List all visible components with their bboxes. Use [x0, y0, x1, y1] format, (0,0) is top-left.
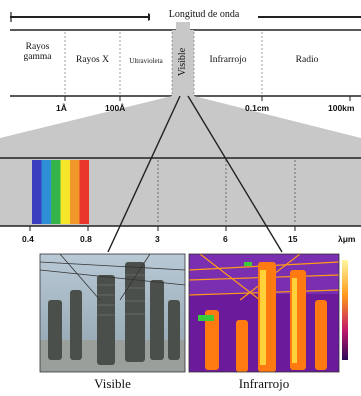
- spectrum-stripe: [41, 160, 51, 224]
- visible-band-tab: [176, 22, 190, 30]
- top-tick-label: 1Å: [56, 103, 67, 113]
- expanded-separators: [157, 160, 296, 224]
- connector-visible: [107, 95, 181, 253]
- visible-spectrum-stripes: [32, 160, 89, 224]
- top-tick-marks: [64, 96, 351, 101]
- visible-photo: [39, 253, 186, 373]
- top-tick-label: 0.1cm: [245, 103, 270, 113]
- zoom-projection: [0, 96, 361, 138]
- bottom-tick-label: 0.4: [22, 234, 34, 244]
- connector-infrared: [187, 95, 283, 253]
- spectrum-stripe: [70, 160, 80, 224]
- spectrum-stripe: [60, 160, 70, 224]
- band-label-radio: Radio: [295, 55, 319, 65]
- visible-photo-caption: Visible: [94, 376, 131, 391]
- infrared-photo-caption: Infrarrojo: [238, 376, 290, 391]
- band-label-visible: Visible: [177, 47, 188, 77]
- wavelength-title: Longitud de onda: [150, 9, 258, 20]
- band-label-uv: Ultravioleta: [129, 57, 163, 65]
- band-label-gamma: Rayos gamma: [23, 42, 52, 62]
- bottom-tick-label: 0.8: [80, 234, 92, 244]
- band-label-xray: Rayos X: [76, 55, 109, 65]
- top-tick-label: 100Å: [105, 103, 126, 113]
- visible-band-highlight: [172, 30, 194, 96]
- spectrum-stripe: [51, 160, 61, 224]
- bottom-tick-label: 15: [288, 234, 298, 244]
- bottom-tick-marks: [29, 226, 296, 231]
- bottom-tick-label: λμm: [338, 234, 356, 244]
- top-tick-label: 100km: [328, 103, 355, 113]
- bottom-tick-label: 3: [155, 234, 160, 244]
- band-label-infrared: Infrarrojo: [209, 55, 247, 65]
- spectrum-stripe: [79, 160, 89, 224]
- spectrum-stripe: [32, 160, 42, 224]
- bottom-tick-label: 6: [223, 234, 228, 244]
- infrared-photo: [188, 253, 348, 373]
